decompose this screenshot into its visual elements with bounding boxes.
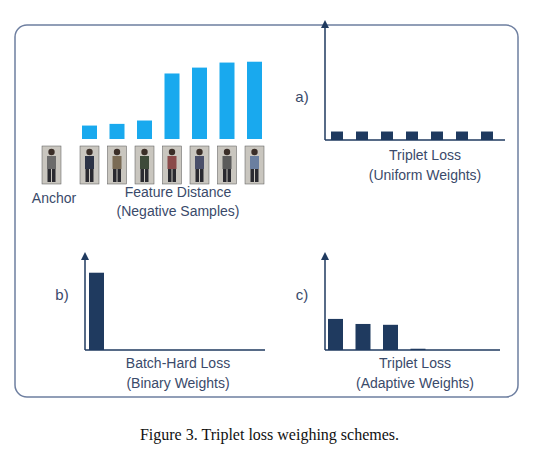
thumb-bg — [42, 146, 61, 184]
thumb-bg — [218, 146, 237, 184]
y-axis — [324, 258, 326, 350]
person-thumbnail — [163, 146, 182, 184]
thumb-leg — [223, 169, 227, 182]
bar — [328, 319, 343, 350]
thumb-body — [250, 156, 259, 169]
person-thumbnail — [135, 146, 154, 184]
y-axis — [84, 258, 86, 350]
person-thumbnail — [245, 146, 264, 184]
thumb-body — [113, 156, 122, 169]
thumb-head — [196, 149, 202, 155]
y-axis — [324, 26, 326, 140]
bar — [220, 63, 235, 139]
thumb-head — [114, 149, 120, 155]
x-axis — [325, 139, 505, 141]
thumb-body — [85, 156, 94, 169]
bar — [383, 325, 398, 350]
thumb-head — [251, 149, 257, 155]
figure: Feature Distance (Negative Samples) a) Trip… — [0, 0, 539, 466]
anchor-label: Anchor — [32, 190, 77, 206]
panel-label: b) — [55, 286, 68, 303]
thumb-leg — [86, 169, 90, 182]
thumb-head — [48, 149, 54, 155]
x-axis — [325, 349, 500, 351]
thumb-bg — [245, 146, 264, 184]
thumb-leg — [200, 169, 204, 182]
thumb-body — [47, 156, 56, 169]
thumb-bg — [163, 146, 182, 184]
bar — [110, 124, 125, 139]
thumb-bg — [108, 146, 127, 184]
thumb-leg — [118, 169, 122, 182]
bar — [406, 132, 418, 140]
axis-arrow — [321, 20, 329, 28]
panel-subtitle: (Negative Samples) — [117, 203, 240, 219]
bar — [431, 132, 443, 140]
bar — [456, 132, 468, 140]
x-axis — [85, 349, 265, 351]
bar — [192, 68, 207, 139]
panel-subtitle: (Binary Weights) — [126, 375, 229, 391]
thumb-head — [141, 149, 147, 155]
person-thumbnail — [218, 146, 237, 184]
bar — [165, 73, 180, 139]
frame — [15, 25, 518, 397]
axis-arrow — [321, 252, 329, 260]
thumb-body — [223, 156, 232, 169]
bar — [356, 132, 368, 140]
thumb-leg — [90, 169, 94, 182]
bars — [82, 62, 262, 139]
person-thumbnail — [42, 146, 61, 184]
person-thumbnail — [190, 146, 209, 184]
thumb-head — [169, 149, 175, 155]
panel-title: Feature Distance — [125, 184, 232, 200]
panel-subtitle: (Adaptive Weights) — [356, 375, 474, 391]
thumb-leg — [113, 169, 117, 182]
panel-subtitle: (Uniform Weights) — [369, 167, 482, 183]
thumb-leg — [228, 169, 232, 182]
thumb-body — [195, 156, 204, 169]
thumb-head — [86, 149, 92, 155]
panel-title: Batch-Hard Loss — [126, 355, 230, 371]
panel-label: a) — [295, 88, 308, 105]
panel-title: Triplet Loss — [379, 355, 451, 371]
thumb-leg — [52, 169, 56, 182]
panel-label: c) — [296, 286, 309, 303]
bar — [247, 62, 262, 139]
bar — [89, 273, 104, 350]
thumb-bg — [135, 146, 154, 184]
thumb-body — [168, 156, 177, 169]
thumb-leg — [196, 169, 200, 182]
thumb-leg — [145, 169, 149, 182]
bar — [356, 324, 371, 350]
person-thumbnail — [108, 146, 127, 184]
thumb-leg — [251, 169, 255, 182]
panel-title: Triplet Loss — [389, 147, 461, 163]
bars — [328, 319, 426, 350]
thumb-bg — [190, 146, 209, 184]
bar — [331, 132, 343, 140]
person-thumbnail — [80, 146, 99, 184]
bar — [82, 126, 97, 139]
thumb-leg — [173, 169, 177, 182]
thumb-bg — [80, 146, 99, 184]
thumb-leg — [255, 169, 259, 182]
bar — [481, 132, 493, 140]
bars — [331, 132, 493, 140]
thumb-leg — [141, 169, 145, 182]
bar — [137, 121, 152, 139]
thumb-head — [224, 149, 230, 155]
bars — [89, 273, 104, 350]
thumb-leg — [168, 169, 172, 182]
caption: Figure 3. Triplet loss weighing schemes. — [140, 426, 399, 444]
axis-arrow — [81, 252, 89, 260]
thumb-body — [140, 156, 149, 169]
thumb-leg — [48, 169, 52, 182]
bar — [381, 132, 393, 140]
